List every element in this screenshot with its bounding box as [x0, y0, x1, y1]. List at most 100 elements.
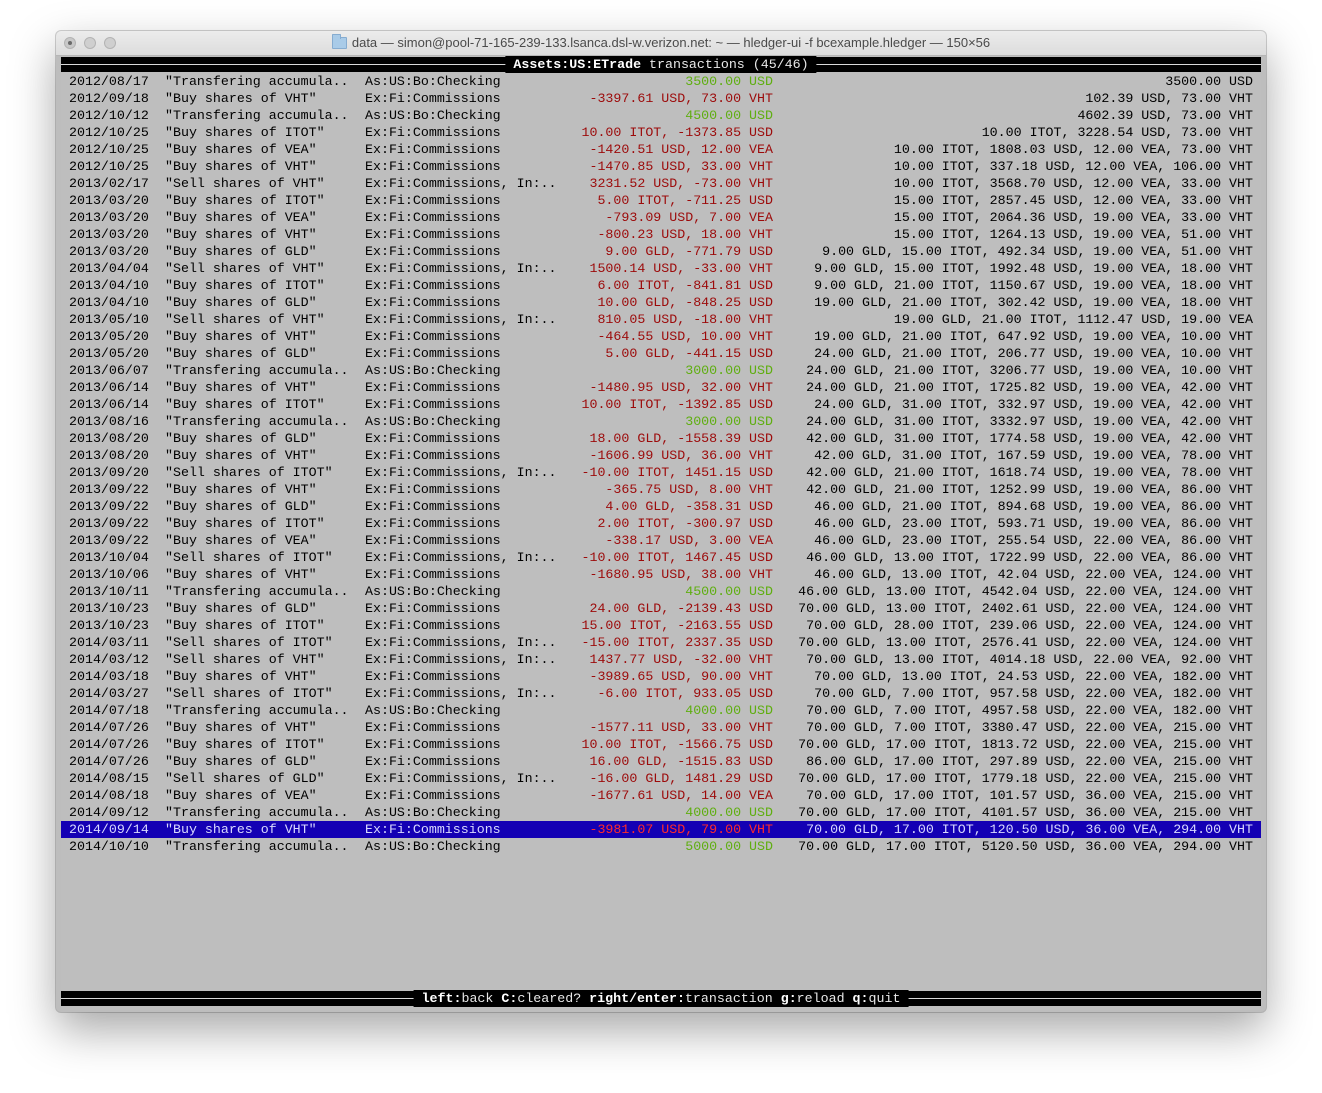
transaction-balance: 70.00 GLD, 13.00 ITOT, 4014.18 USD, 22.0…: [806, 652, 1253, 667]
transaction-amount: -1470.85 USD, 33.00 VHT: [589, 159, 773, 174]
transaction-row[interactable]: 2013/02/17 "Sell shares of VHT" Ex:Fi:Comm…: [61, 175, 1261, 192]
transaction-row[interactable]: 2013/05/10 "Sell shares of VHT" Ex:Fi:Comm…: [61, 311, 1261, 328]
transaction-row[interactable]: 2013/04/04 "Sell shares of VHT" Ex:Fi:Comm…: [61, 260, 1261, 277]
transaction-row[interactable]: 2013/03/20 "Buy shares of VEA" Ex:Fi:Commi…: [61, 209, 1261, 226]
key-action: back: [461, 991, 494, 1006]
transaction-row-selected[interactable]: 2014/09/14 "Buy shares of VHT" Ex:Fi:Commi…: [61, 821, 1261, 838]
transaction-date: 2014/09/12: [69, 805, 149, 820]
transaction-date: 2013/10/06: [69, 567, 149, 582]
transaction-row[interactable]: 2014/10/10 "Transfering accumula.. As:US:B…: [61, 838, 1261, 855]
transaction-row[interactable]: 2013/10/06 "Buy shares of VHT" Ex:Fi:Commi…: [61, 566, 1261, 583]
transaction-row[interactable]: 2013/09/22 "Buy shares of GLD" Ex:Fi:Commi…: [61, 498, 1261, 515]
transaction-row[interactable]: 2013/05/20 "Buy shares of GLD" Ex:Fi:Commi…: [61, 345, 1261, 362]
transaction-amount: -1680.95 USD, 38.00 VHT: [589, 567, 773, 582]
transaction-row[interactable]: 2013/09/22 "Buy shares of VHT" Ex:Fi:Commi…: [61, 481, 1261, 498]
transaction-row[interactable]: 2013/03/20 "Buy shares of GLD" Ex:Fi:Commi…: [61, 243, 1261, 260]
transaction-balance: 15.00 ITOT, 2857.45 USD, 12.00 VEA, 33.0…: [893, 193, 1253, 208]
transaction-balance: 10.00 ITOT, 1808.03 USD, 12.00 VEA, 73.0…: [893, 142, 1253, 157]
transaction-row[interactable]: 2013/06/14 "Buy shares of ITOT" Ex:Fi:Comm…: [61, 396, 1261, 413]
transaction-date: 2014/03/27: [69, 686, 149, 701]
transaction-date: 2013/05/20: [69, 329, 149, 344]
transaction-row[interactable]: 2013/03/20 "Buy shares of ITOT" Ex:Fi:Comm…: [61, 192, 1261, 209]
transaction-list[interactable]: 2012/08/17 "Transfering accumula.. As:US:B…: [61, 73, 1261, 855]
transaction-account: Ex:Fi:Commissions: [365, 754, 501, 769]
transaction-amount: -10.00 ITOT, 1451.15 USD: [581, 465, 773, 480]
transaction-date: 2013/08/20: [69, 431, 149, 446]
transaction-row[interactable]: 2014/03/12 "Sell shares of VHT" Ex:Fi:Comm…: [61, 651, 1261, 668]
transaction-account: Ex:Fi:Commissions: [365, 295, 501, 310]
minimize-window-button[interactable]: [84, 37, 96, 49]
transaction-amount: -3397.61 USD, 73.00 VHT: [589, 91, 773, 106]
transaction-date: 2013/09/22: [69, 499, 149, 514]
transaction-row[interactable]: 2013/08/16 "Transfering accumula.. As:US:B…: [61, 413, 1261, 430]
transaction-date: 2013/10/11: [69, 584, 149, 599]
transaction-date: 2013/06/07: [69, 363, 149, 378]
transaction-row[interactable]: 2013/06/07 "Transfering accumula.. As:US:B…: [61, 362, 1261, 379]
transaction-description: "Buy shares of GLD": [165, 601, 317, 616]
transaction-row[interactable]: 2013/10/23 "Buy shares of GLD" Ex:Fi:Commi…: [61, 600, 1261, 617]
transaction-row[interactable]: 2012/10/12 "Transfering accumula.. As:US:B…: [61, 107, 1261, 124]
key-name: g: [780, 991, 789, 1006]
transaction-balance: 10.00 ITOT, 3568.70 USD, 12.00 VEA, 33.0…: [893, 176, 1253, 191]
transaction-amount: 3000.00 USD: [685, 363, 773, 378]
transaction-row[interactable]: 2014/03/27 "Sell shares of ITOT" Ex:Fi:Com…: [61, 685, 1261, 702]
transaction-row[interactable]: 2014/08/15 "Sell shares of GLD" Ex:Fi:Comm…: [61, 770, 1261, 787]
transaction-row[interactable]: 2013/03/20 "Buy shares of VHT" Ex:Fi:Commi…: [61, 226, 1261, 243]
transaction-row[interactable]: 2013/10/23 "Buy shares of ITOT" Ex:Fi:Comm…: [61, 617, 1261, 634]
transaction-amount: 9.00 GLD, -771.79 USD: [605, 244, 773, 259]
transaction-description: "Buy shares of VHT": [165, 482, 317, 497]
transaction-row[interactable]: 2014/07/18 "Transfering accumula.. As:US:B…: [61, 702, 1261, 719]
transaction-row[interactable]: 2013/04/10 "Buy shares of GLD" Ex:Fi:Commi…: [61, 294, 1261, 311]
transaction-balance: 70.00 GLD, 7.00 ITOT, 4957.58 USD, 22.00…: [806, 703, 1253, 718]
transaction-balance: 24.00 GLD, 31.00 ITOT, 332.97 USD, 19.00…: [814, 397, 1253, 412]
transaction-row[interactable]: 2014/08/18 "Buy shares of VEA" Ex:Fi:Commi…: [61, 787, 1261, 804]
transaction-row[interactable]: 2012/08/17 "Transfering accumula.. As:US:B…: [61, 73, 1261, 90]
transaction-balance: 4602.39 USD, 73.00 VHT: [1077, 108, 1253, 123]
transaction-balance: 70.00 GLD, 17.00 ITOT, 1779.18 USD, 22.0…: [798, 771, 1253, 786]
transaction-balance: 9.00 GLD, 21.00 ITOT, 1150.67 USD, 19.00…: [814, 278, 1253, 293]
transaction-account: As:US:Bo:Checking: [365, 703, 501, 718]
transaction-row[interactable]: 2014/07/26 "Buy shares of VHT" Ex:Fi:Commi…: [61, 719, 1261, 736]
transaction-account: Ex:Fi:Commissions: [365, 227, 501, 242]
transaction-row[interactable]: 2013/09/22 "Buy shares of VEA" Ex:Fi:Commi…: [61, 532, 1261, 549]
transaction-row[interactable]: 2012/09/18 "Buy shares of VHT" Ex:Fi:Commi…: [61, 90, 1261, 107]
transaction-account: Ex:Fi:Commissions: [365, 482, 501, 497]
transaction-balance: 70.00 GLD, 28.00 ITOT, 239.06 USD, 22.00…: [806, 618, 1253, 633]
window-title: data — simon@pool-71-165-239-133.lsanca.…: [351, 35, 991, 50]
terminal-screen[interactable]: Assets:US:ETrade transactions (45/46) 20…: [61, 56, 1261, 1010]
key-name: C: [501, 991, 510, 1006]
transaction-row[interactable]: 2012/10/25 "Buy shares of ITOT" Ex:Fi:Comm…: [61, 124, 1261, 141]
transaction-row[interactable]: 2014/03/18 "Buy shares of VHT" Ex:Fi:Commi…: [61, 668, 1261, 685]
transaction-row[interactable]: 2013/09/20 "Sell shares of ITOT" Ex:Fi:Com…: [61, 464, 1261, 481]
key-action: cleared?: [517, 991, 582, 1006]
zoom-window-button[interactable]: [104, 37, 116, 49]
transaction-description: "Buy shares of VHT": [165, 822, 317, 837]
transaction-date: 2013/09/22: [69, 533, 149, 548]
transaction-account: Ex:Fi:Commissions: [365, 822, 501, 837]
transaction-account: Ex:Fi:Commissions, In:..: [365, 686, 557, 701]
transaction-row[interactable]: 2013/08/20 "Buy shares of VHT" Ex:Fi:Commi…: [61, 447, 1261, 464]
transaction-balance: 3500.00 USD: [1165, 74, 1253, 89]
transaction-row[interactable]: 2013/04/10 "Buy shares of ITOT" Ex:Fi:Comm…: [61, 277, 1261, 294]
transaction-account: Ex:Fi:Commissions: [365, 125, 501, 140]
transaction-row[interactable]: 2013/10/04 "Sell shares of ITOT" Ex:Fi:Com…: [61, 549, 1261, 566]
transaction-balance: 70.00 GLD, 17.00 ITOT, 101.57 USD, 36.00…: [806, 788, 1253, 803]
transaction-date: 2013/06/14: [69, 380, 149, 395]
key-action: reload: [796, 991, 845, 1006]
transaction-balance: 10.00 ITOT, 337.18 USD, 12.00 VEA, 106.0…: [893, 159, 1253, 174]
transaction-row[interactable]: 2012/10/25 "Buy shares of VHT" Ex:Fi:Commi…: [61, 158, 1261, 175]
transaction-row[interactable]: 2013/08/20 "Buy shares of GLD" Ex:Fi:Commi…: [61, 430, 1261, 447]
transaction-amount: 4.00 GLD, -358.31 USD: [605, 499, 773, 514]
transaction-row[interactable]: 2014/07/26 "Buy shares of ITOT" Ex:Fi:Comm…: [61, 736, 1261, 753]
transaction-row[interactable]: 2013/09/22 "Buy shares of ITOT" Ex:Fi:Comm…: [61, 515, 1261, 532]
transaction-row[interactable]: 2014/07/26 "Buy shares of GLD" Ex:Fi:Commi…: [61, 753, 1261, 770]
transaction-description: "Buy shares of VEA": [165, 788, 317, 803]
close-window-button[interactable]: [64, 37, 76, 49]
transaction-amount: -3981.07 USD, 79.00 VHT: [589, 822, 773, 837]
transaction-row[interactable]: 2013/06/14 "Buy shares of VHT" Ex:Fi:Commi…: [61, 379, 1261, 396]
transaction-row[interactable]: 2013/10/11 "Transfering accumula.. As:US:B…: [61, 583, 1261, 600]
transaction-row[interactable]: 2013/05/20 "Buy shares of VHT" Ex:Fi:Commi…: [61, 328, 1261, 345]
transaction-row[interactable]: 2012/10/25 "Buy shares of VEA" Ex:Fi:Commi…: [61, 141, 1261, 158]
transaction-row[interactable]: 2014/09/12 "Transfering accumula.. As:US:B…: [61, 804, 1261, 821]
transaction-row[interactable]: 2014/03/11 "Sell shares of ITOT" Ex:Fi:Com…: [61, 634, 1261, 651]
